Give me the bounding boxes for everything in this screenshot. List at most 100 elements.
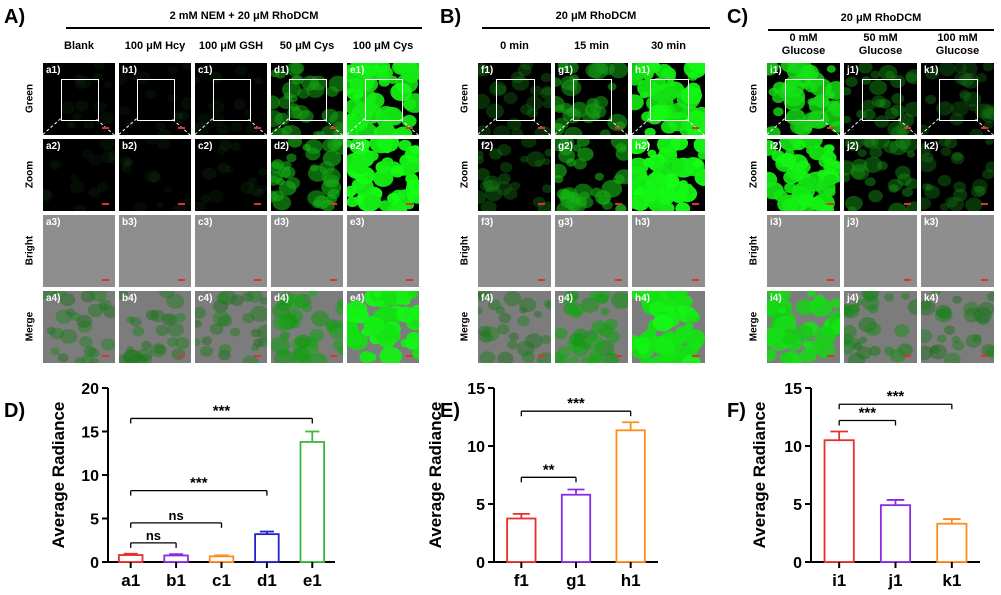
significance-label: ns bbox=[169, 508, 184, 523]
tile-label: a2) bbox=[46, 141, 61, 152]
scale-bar bbox=[254, 355, 261, 357]
panel-c-column-header-line: Glucose bbox=[935, 45, 980, 57]
panel-b-row-label: Merge bbox=[459, 311, 471, 342]
zoom-region-box bbox=[785, 79, 824, 121]
scale-bar bbox=[102, 127, 109, 129]
scale-bar bbox=[827, 355, 834, 357]
panel-c-row-label: Merge bbox=[748, 311, 760, 342]
bar bbox=[879, 504, 912, 563]
panel-b-column-header: 30 min bbox=[632, 40, 705, 53]
panel-c-column-header: 50 mM Glucose bbox=[844, 32, 917, 58]
zoom-region-box bbox=[496, 79, 535, 121]
y-axis-label: Average Radiance bbox=[750, 402, 769, 549]
tile-label: g2) bbox=[558, 141, 573, 152]
bar bbox=[823, 439, 855, 563]
panel-b-row-label: Zoom bbox=[459, 160, 471, 189]
tile-label: e2) bbox=[350, 141, 365, 152]
tile-label: i3) bbox=[770, 217, 782, 228]
micrograph-tile: g2) bbox=[555, 139, 628, 211]
panel-a-column-header: 50 μM Cys bbox=[271, 40, 343, 53]
scale-bar bbox=[538, 203, 545, 205]
panel-c-header: 20 μM RhoDCM bbox=[840, 12, 922, 24]
micrograph-tile: i2) bbox=[767, 139, 840, 211]
scale-bar bbox=[981, 355, 988, 357]
scale-bar bbox=[178, 279, 185, 281]
y-tick-label: 10 bbox=[81, 468, 99, 485]
zoom-region-box bbox=[573, 79, 612, 121]
bar bbox=[560, 493, 592, 563]
bar bbox=[299, 441, 326, 563]
tile-label: e3) bbox=[350, 217, 365, 228]
x-tick-label: e1 bbox=[303, 571, 322, 590]
panel-label-a: A) bbox=[4, 6, 26, 28]
micrograph-tile: b2) bbox=[119, 139, 191, 211]
micrograph-tile: h2) bbox=[632, 139, 705, 211]
scale-bar bbox=[981, 279, 988, 281]
scale-bar bbox=[692, 279, 699, 281]
panel-b-column-header: 15 min bbox=[555, 40, 628, 53]
panel-c-column-header-line: Glucose bbox=[858, 45, 903, 57]
bar bbox=[117, 554, 144, 563]
micrograph-tile: a3) bbox=[43, 215, 115, 287]
y-axis-label: Average Radiance bbox=[426, 402, 445, 549]
panel-a-row-label: Green bbox=[24, 84, 36, 113]
significance-label: *** bbox=[567, 395, 585, 412]
micrograph-tile: g3) bbox=[555, 215, 628, 287]
x-tick-label: d1 bbox=[257, 571, 277, 590]
panel-c-row-label: Green bbox=[748, 84, 760, 113]
scale-bar bbox=[178, 127, 185, 129]
tile-label: i4) bbox=[770, 293, 782, 304]
chart-panel-label: F) bbox=[727, 400, 746, 422]
micrograph-tile: e2) bbox=[347, 139, 419, 211]
scale-bar bbox=[692, 203, 699, 205]
micrograph-tile: e1) bbox=[347, 63, 419, 135]
tile-label: j1) bbox=[847, 65, 859, 76]
scale-bar bbox=[254, 203, 261, 205]
scale-bar bbox=[330, 127, 337, 129]
panel-c-header-rule bbox=[768, 29, 994, 31]
micrograph-tile: k2) bbox=[921, 139, 994, 211]
micrograph-tile: i1) bbox=[767, 63, 840, 135]
scale-bar bbox=[615, 355, 622, 357]
panel-a-row-label: Merge bbox=[24, 311, 36, 342]
panel-a-row-label: Bright bbox=[24, 235, 36, 266]
tile-label: d3) bbox=[274, 217, 289, 228]
scale-bar bbox=[904, 127, 911, 129]
bar bbox=[254, 533, 280, 563]
scale-bar bbox=[615, 203, 622, 205]
micrograph-tile: a2) bbox=[43, 139, 115, 211]
micrograph-tile: e4) bbox=[347, 291, 419, 363]
panel-a-column-header-line: 100 μM Cys bbox=[352, 40, 414, 52]
panel-a-column-header: 100 μM Hcy bbox=[119, 40, 191, 53]
micrograph-tile: k4) bbox=[921, 291, 994, 363]
significance-label: *** bbox=[190, 475, 208, 492]
tile-label: b3) bbox=[122, 217, 137, 228]
tile-label: j3) bbox=[847, 217, 859, 228]
x-tick-label: f1 bbox=[514, 571, 529, 590]
panel-c-column-header-line: 100 mM bbox=[937, 32, 978, 44]
scale-bar bbox=[406, 127, 413, 129]
panel-a-column-header: 100 μM Cys bbox=[347, 40, 419, 53]
scale-bar bbox=[178, 203, 185, 205]
micrograph-tile: d3) bbox=[271, 215, 343, 287]
scale-bar bbox=[102, 355, 109, 357]
micrograph-tile: c1) bbox=[195, 63, 267, 135]
micrograph-tile: f3) bbox=[478, 215, 551, 287]
tile-label: c2) bbox=[198, 141, 213, 152]
scale-bar bbox=[904, 203, 911, 205]
panel-a-column-header-line: 50 μM Cys bbox=[279, 40, 335, 52]
micrograph-tile: i3) bbox=[767, 215, 840, 287]
panel-b-header: 20 μM RhoDCM bbox=[555, 10, 637, 22]
scale-bar bbox=[406, 203, 413, 205]
y-tick-label: 0 bbox=[476, 555, 485, 572]
panel-b-header-rule bbox=[482, 27, 710, 29]
panel-c-column-header: 0 mM Glucose bbox=[767, 32, 840, 58]
tile-label: c3) bbox=[198, 217, 213, 228]
tile-label: k2) bbox=[924, 141, 939, 152]
significance-label: *** bbox=[859, 404, 877, 421]
micrograph-tile: f2) bbox=[478, 139, 551, 211]
panel-label-c: C) bbox=[727, 6, 749, 28]
x-tick-label: j1 bbox=[887, 571, 902, 590]
y-tick-label: 5 bbox=[476, 497, 485, 514]
y-tick-label: 0 bbox=[793, 555, 802, 572]
